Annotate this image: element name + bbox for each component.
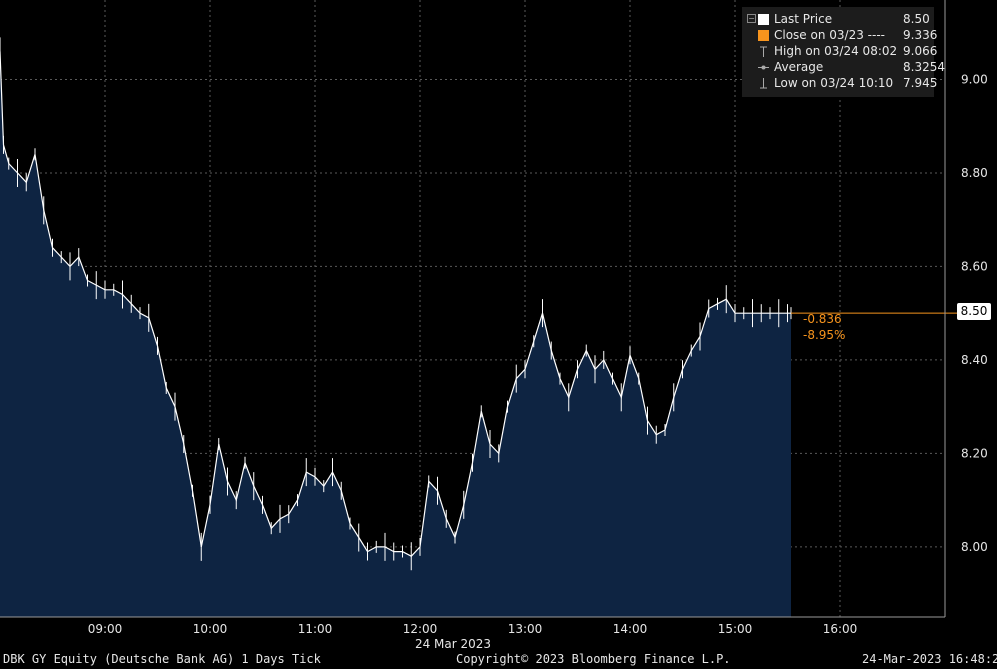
x-tick-label: 15:00 [718,622,753,636]
x-tick-label: 10:00 [193,622,228,636]
y-tick-label: 8.40 [961,353,988,367]
high-marker-icon [760,46,767,57]
average-marker-icon [758,65,769,70]
y-tick-label: 9.00 [961,72,988,86]
legend-item-last-price: Last Price 8.50 [742,11,934,27]
x-tick-label: 14:00 [613,622,648,636]
x-tick-label: 12:00 [403,622,438,636]
price-marks [0,37,957,571]
legend-item-close: Close on 03/23 ---- 9.336 [742,27,937,43]
legend-item-low: Low on 03/24 10:10 7.945 [742,75,937,91]
price-area-fill [0,51,791,617]
footer-ticker: DBK GY Equity (Deutsche Bank AG) 1 Days … [3,652,321,666]
footer-copyright: Copyright© 2023 Bloomberg Finance L.P. [456,652,731,666]
price-area [0,51,791,617]
x-tick-label: 13:00 [508,622,543,636]
low-marker-icon [760,78,767,89]
price-line [0,51,791,557]
last-price-tag: 8.50 [957,303,991,320]
legend-item-average: Average 8.3254 [742,59,945,75]
x-tick-label: 09:00 [88,622,123,636]
y-tick-label: 8.00 [961,540,988,554]
footer-timestamp: 24-Mar-2023 16:48:26 [862,652,997,666]
x-tick-label: 16:00 [823,622,858,636]
chart-axes: 09:00 10:00 11:00 12:00 13:00 14:00 15:00 16:00… [0,0,988,651]
x-tick-label: 11:00 [298,622,333,636]
legend-item-high: High on 03/24 08:02 9.066 [742,43,937,59]
x-axis-label: 24 Mar 2023 [415,637,491,651]
y-tick-label: 8.80 [961,166,988,180]
y-tick-label: 8.60 [961,259,988,273]
white-square-icon [758,14,769,25]
change-value: -0.836 [803,312,842,326]
y-tick-label: 8.20 [961,446,988,460]
change-percent: -8.95% [803,328,846,342]
legend: − Last Price 8.50 Close on 03/23 ---- 9.… [742,7,945,97]
legend-collapse-icon[interactable]: − [747,14,756,23]
orange-square-icon [758,30,769,41]
